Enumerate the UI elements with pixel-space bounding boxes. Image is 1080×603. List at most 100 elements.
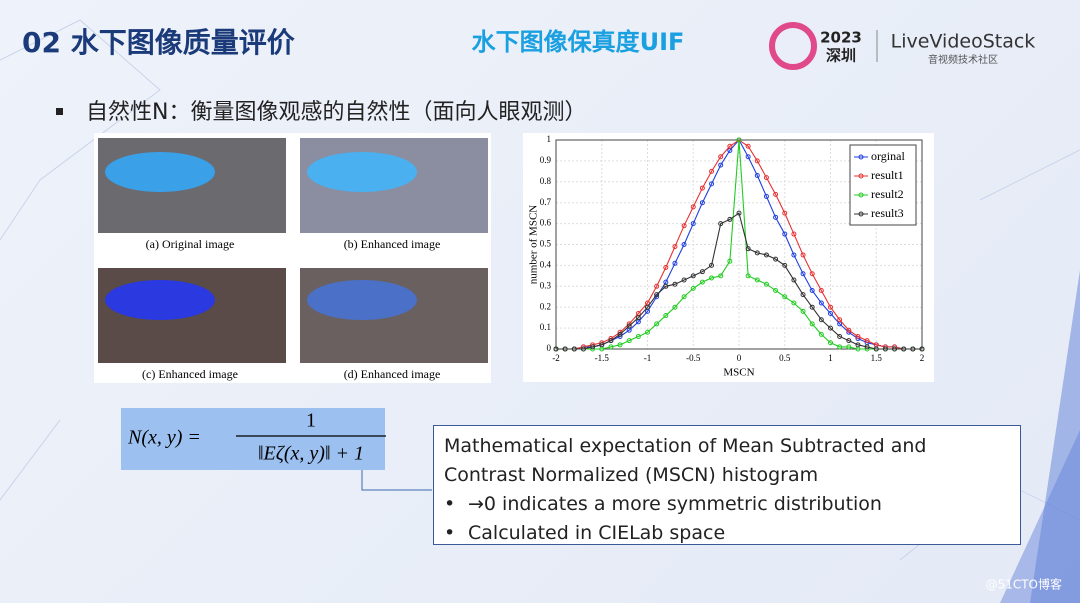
legend-label: result2 [871, 187, 904, 201]
data-point [818, 331, 824, 337]
y-tick-label: 0.1 [540, 322, 551, 332]
data-point [800, 252, 806, 258]
y-tick-label: 0.2 [540, 301, 551, 311]
data-point [626, 338, 632, 344]
data-point [828, 304, 833, 310]
x-tick-label: -2 [552, 353, 560, 363]
slide-title: 水下图像保真度UIF [472, 28, 685, 56]
data-point [754, 277, 760, 283]
data-point [663, 264, 669, 270]
data-point [709, 181, 715, 187]
data-point [800, 271, 806, 277]
legend-marker [858, 192, 864, 198]
data-point [800, 308, 806, 314]
y-axis-label: number of MSCN [528, 205, 540, 285]
brand: LiveVideoStack [891, 31, 1036, 53]
data-point [736, 137, 742, 143]
data-point [754, 158, 760, 164]
data-point [791, 231, 797, 237]
note-item: →0 indicates a more symmetric distributi… [468, 490, 1010, 519]
data-point [626, 323, 632, 329]
data-point [828, 310, 833, 316]
y-tick-label: 1 [547, 134, 552, 144]
data-point [791, 277, 797, 283]
data-point [782, 294, 788, 300]
data-point [745, 246, 751, 252]
bullet-text: 自然性N：衡量图像观感的自然性（面向人眼观测） [86, 100, 586, 125]
data-point [763, 175, 769, 181]
data-point [754, 173, 760, 179]
note-item: Calculated in CIELab space [468, 519, 1010, 548]
data-point [690, 273, 696, 279]
data-point [846, 338, 852, 344]
data-point [846, 327, 852, 333]
data-point [699, 269, 705, 275]
bullet-marker [56, 108, 63, 115]
legend-marker [858, 173, 864, 179]
data-point [855, 342, 861, 348]
data-point [599, 342, 605, 348]
brand-sub: 音视频技术社区 [928, 53, 998, 66]
watermark: @51CTO博客 [986, 577, 1062, 592]
image-caption: (a) Original image [146, 237, 235, 251]
data-point [690, 221, 696, 227]
data-point [873, 346, 879, 352]
data-point [846, 344, 852, 350]
data-point [672, 260, 678, 266]
x-tick-label: 1.5 [871, 353, 883, 363]
data-point [882, 346, 888, 352]
x-axis-label: MSCN [723, 367, 754, 379]
data-point [553, 346, 559, 352]
data-point [571, 346, 577, 352]
data-point [690, 204, 696, 210]
note-list: →0 indicates a more symmetric distributi… [444, 490, 1010, 548]
data-point [681, 294, 687, 300]
data-point [763, 252, 769, 258]
data-point [773, 191, 779, 197]
data-point [727, 143, 733, 149]
x-tick-label: -0.5 [686, 353, 701, 363]
image-caption: (b) Enhanced image [344, 237, 441, 251]
data-point [699, 279, 705, 285]
data-point [773, 256, 779, 262]
logo [769, 22, 817, 70]
data-point [901, 346, 907, 352]
data-point [709, 262, 715, 268]
data-point [910, 346, 916, 352]
image-caption: (d) Enhanced image [344, 367, 441, 381]
formula-box [121, 408, 385, 470]
data-point [809, 287, 815, 293]
data-point [645, 329, 650, 335]
legend-label: result3 [871, 206, 904, 220]
data-point [590, 344, 596, 350]
x-tick-label: 1 [828, 353, 833, 363]
x-tick-label: 0 [737, 353, 742, 363]
legend-marker [858, 154, 864, 160]
data-point [608, 338, 614, 344]
data-point [672, 281, 678, 287]
data-point [690, 285, 696, 291]
data-point [699, 185, 705, 191]
data-point [718, 273, 724, 279]
formula-denominator: ‖Eζ(x, y)‖ + 1 [258, 443, 364, 465]
data-point [672, 244, 678, 250]
data-point [773, 214, 779, 220]
data-point [654, 292, 660, 298]
section-title: 02 水下图像质量评价 [22, 26, 296, 59]
data-point [763, 193, 769, 199]
data-point [745, 143, 751, 149]
fish-images [98, 138, 488, 363]
data-point [709, 275, 715, 281]
data-point [892, 346, 898, 352]
data-point [745, 273, 751, 279]
image-caption: (c) Enhanced image [142, 367, 238, 381]
data-point [837, 333, 843, 339]
data-point [727, 258, 733, 264]
data-point [828, 340, 833, 346]
data-point [681, 223, 687, 229]
data-point [773, 287, 779, 293]
data-point [718, 154, 724, 160]
data-point [608, 344, 614, 350]
x-tick-label: -1.5 [595, 353, 610, 363]
